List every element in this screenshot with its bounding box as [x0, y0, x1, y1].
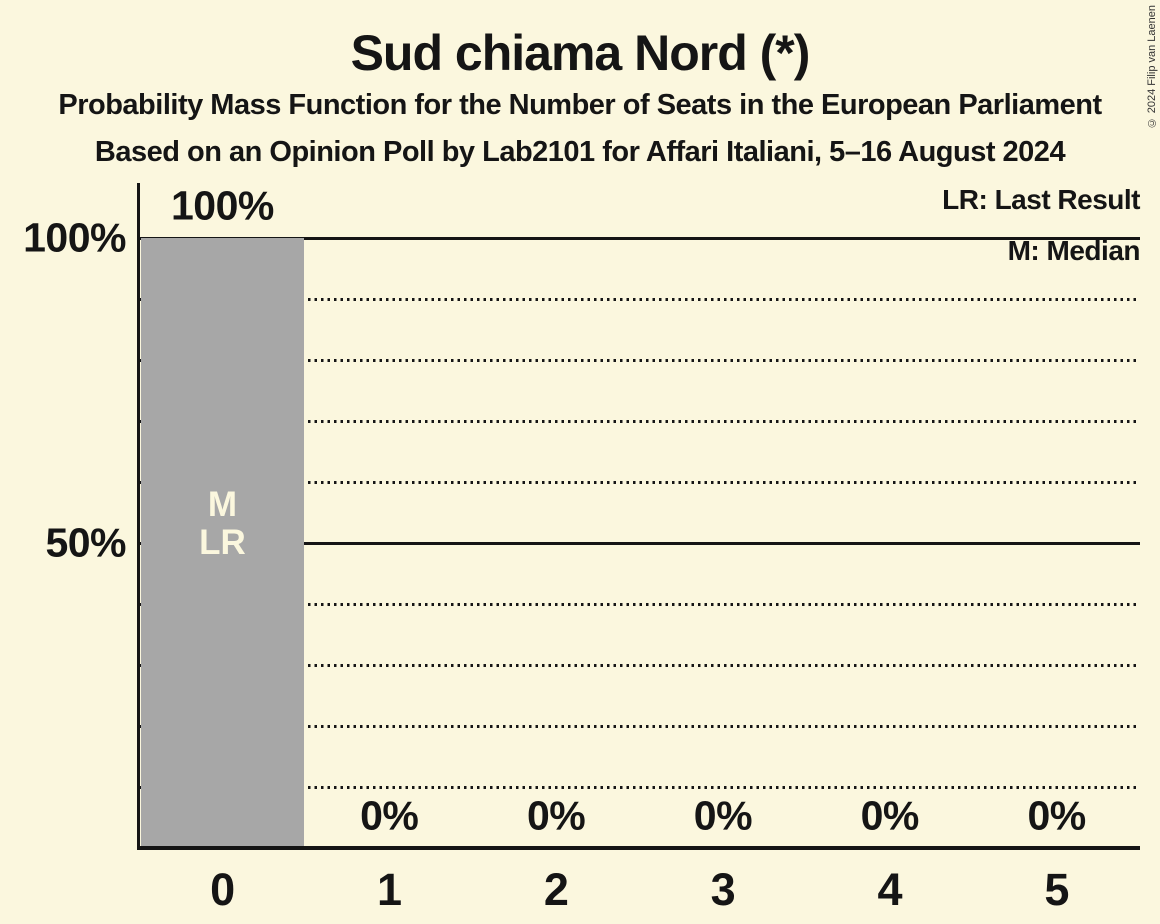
x-axis-label-5: 5: [1044, 864, 1069, 915]
gridline-dotted-90: [139, 297, 1140, 301]
y-axis-line: [137, 183, 140, 850]
legend-last-result: LR: Last Result: [942, 184, 1140, 215]
gridline-dotted-10: [139, 785, 1140, 789]
x-axis-label-4: 4: [877, 864, 903, 915]
chart-subtitle-2: Based on an Opinion Poll by Lab2101 for …: [94, 136, 1066, 168]
gridline-solid-100: [139, 236, 1140, 240]
gridline-dotted-60: [139, 480, 1140, 484]
x-axis-label-1: 1: [376, 864, 402, 915]
gridline-dotted-20: [139, 724, 1140, 728]
gridline-dotted-30: [139, 663, 1140, 667]
x-axis-label-0: 0: [210, 864, 235, 915]
y-axis-label-100: 100%: [23, 214, 126, 261]
gridline-dotted-80: [139, 358, 1140, 362]
gridline-solid-50: [139, 541, 1140, 545]
bar-value-label-0: 100%: [170, 182, 274, 229]
bar-value-label-2: 0%: [526, 792, 586, 839]
copyright-notice: © 2024 Filip van Laenen: [1146, 5, 1158, 129]
bar-value-label-5: 0%: [1027, 792, 1086, 839]
bar-value-label-4: 0%: [860, 792, 920, 839]
bar-annotation-0: M LR: [199, 486, 246, 562]
annotation-line: M: [207, 485, 237, 524]
gridline-dotted-70: [139, 419, 1140, 423]
x-axis-label-2: 2: [543, 864, 569, 915]
bar-value-label-3: 0%: [693, 792, 753, 839]
chart-subtitle-1: Probability Mass Function for the Number…: [58, 89, 1102, 121]
chart-title: Sud chiama Nord (*): [350, 25, 811, 81]
y-axis-label-50: 50%: [45, 519, 126, 566]
gridline-dotted-40: [139, 602, 1140, 606]
bar-value-label-1: 0%: [360, 792, 419, 839]
bar-seats-0: [140, 238, 304, 848]
x-axis-label-3: 3: [710, 864, 736, 915]
legend-median: M: Median: [1007, 235, 1141, 266]
x-axis-line: [137, 846, 1140, 850]
annotation-line: LR: [199, 523, 246, 562]
